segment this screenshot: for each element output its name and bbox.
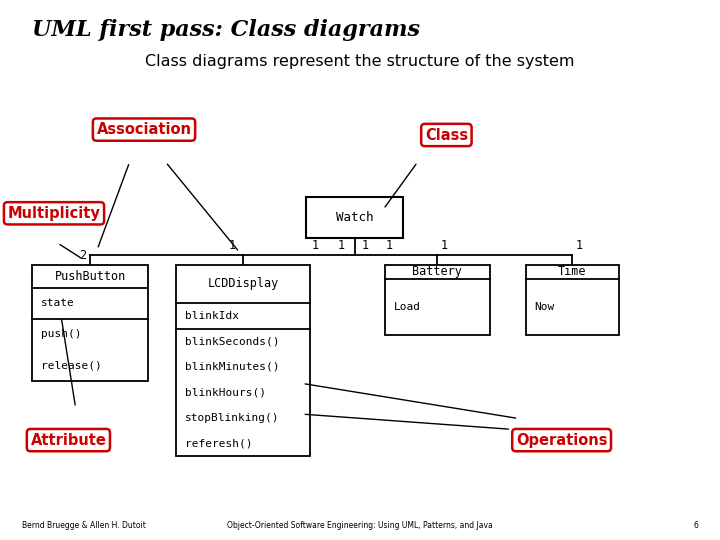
Text: 1: 1 [386,239,392,252]
Text: Now: Now [534,302,554,312]
Text: Association: Association [96,122,192,137]
Text: 1: 1 [576,239,583,252]
Text: 1: 1 [362,239,369,252]
Text: blinkHours(): blinkHours() [185,387,266,397]
Text: LCDDisplay: LCDDisplay [207,277,279,291]
Text: Bernd Bruegge & Allen H. Dutoit: Bernd Bruegge & Allen H. Dutoit [22,521,145,530]
Text: 2: 2 [79,249,86,262]
Text: UML first pass: Class diagrams: UML first pass: Class diagrams [32,19,420,41]
Text: Class diagrams represent the structure of the system: Class diagrams represent the structure o… [145,54,575,69]
Text: 1: 1 [229,239,236,252]
Text: blinkMinutes(): blinkMinutes() [185,362,279,372]
Text: Multiplicity: Multiplicity [8,206,100,221]
Text: 6: 6 [693,521,698,530]
Text: 1: 1 [441,239,448,252]
Text: Class: Class [425,127,468,143]
Text: stopBlinking(): stopBlinking() [185,413,279,423]
Bar [306,197,403,238]
Text: PushButton: PushButton [55,269,125,283]
Text: push(): push() [41,329,81,339]
Text: blinkSeconds(): blinkSeconds() [185,336,279,346]
Bar [32,265,148,381]
Text: Operations: Operations [516,433,608,448]
Text: release(): release() [41,360,102,370]
Text: Watch: Watch [336,211,374,224]
Text: referesh(): referesh() [185,438,253,449]
Bar [176,265,310,456]
Text: Load: Load [394,302,420,312]
Bar [526,265,619,335]
Bar [385,265,490,335]
Text: 1: 1 [312,239,318,252]
Text: state: state [41,298,75,308]
Text: Object-Oriented Software Engineering: Using UML, Patterns, and Java: Object-Oriented Software Engineering: Us… [227,521,493,530]
Text: blinkIdx: blinkIdx [185,310,239,321]
Text: Time: Time [558,265,587,278]
Text: Battery: Battery [413,265,462,278]
Text: 1: 1 [338,239,345,252]
Text: Attribute: Attribute [30,433,107,448]
